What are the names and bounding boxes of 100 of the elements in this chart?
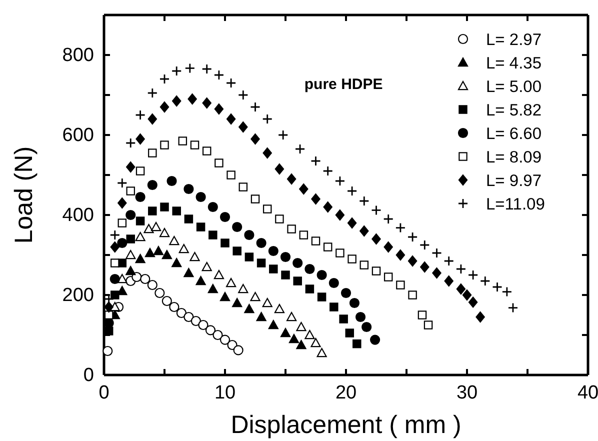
point bbox=[102, 346, 113, 356]
point bbox=[462, 290, 472, 300]
legend-label: L= 6.60 bbox=[486, 125, 542, 143]
y-tick-label: 200 bbox=[62, 285, 94, 306]
point bbox=[233, 345, 244, 356]
point bbox=[299, 230, 308, 240]
point bbox=[262, 114, 273, 124]
annotation: pure HDPE bbox=[304, 76, 383, 93]
point bbox=[125, 138, 136, 148]
point bbox=[256, 258, 266, 268]
point bbox=[287, 224, 296, 234]
y-axis-title: Load (N) bbox=[10, 146, 38, 244]
point bbox=[110, 258, 120, 268]
point bbox=[256, 238, 266, 248]
point bbox=[135, 110, 146, 120]
point bbox=[202, 98, 212, 108]
point bbox=[444, 256, 454, 266]
legend-label: L= 4.35 bbox=[486, 54, 542, 72]
point bbox=[274, 164, 284, 174]
point bbox=[371, 205, 382, 216]
point bbox=[274, 304, 284, 314]
point bbox=[480, 276, 490, 286]
point bbox=[190, 252, 200, 262]
point bbox=[150, 222, 162, 232]
point bbox=[316, 270, 327, 280]
point bbox=[336, 248, 344, 258]
point bbox=[262, 204, 272, 214]
point bbox=[160, 140, 169, 150]
point bbox=[202, 64, 212, 74]
point bbox=[140, 274, 150, 284]
point bbox=[110, 230, 120, 240]
point bbox=[323, 202, 332, 212]
point bbox=[334, 176, 346, 186]
point bbox=[348, 254, 356, 264]
point bbox=[214, 104, 224, 114]
point bbox=[160, 102, 170, 112]
point bbox=[432, 268, 442, 278]
point bbox=[310, 338, 321, 348]
point bbox=[148, 148, 157, 158]
point bbox=[208, 202, 218, 212]
point bbox=[198, 320, 208, 330]
point bbox=[358, 196, 370, 206]
point bbox=[159, 228, 170, 238]
point bbox=[190, 316, 202, 326]
point bbox=[169, 236, 180, 246]
point bbox=[202, 262, 212, 272]
point bbox=[104, 302, 114, 312]
point bbox=[220, 292, 230, 302]
point bbox=[116, 178, 128, 188]
point bbox=[294, 144, 306, 154]
point bbox=[214, 270, 224, 280]
point bbox=[208, 230, 218, 240]
point bbox=[355, 312, 366, 322]
point bbox=[166, 176, 177, 186]
point bbox=[110, 274, 120, 284]
point bbox=[220, 238, 230, 248]
point bbox=[492, 282, 502, 292]
point bbox=[126, 210, 136, 220]
point bbox=[286, 174, 296, 184]
point bbox=[468, 296, 478, 308]
point bbox=[184, 312, 194, 322]
point bbox=[508, 302, 518, 313]
point bbox=[396, 250, 406, 260]
point bbox=[352, 339, 362, 348]
point bbox=[268, 246, 278, 256]
point bbox=[148, 114, 157, 124]
x-axis-title: Displacement ( mm ) bbox=[230, 411, 462, 439]
y-tick-label: 600 bbox=[62, 125, 94, 146]
point bbox=[420, 262, 430, 272]
point bbox=[232, 246, 242, 256]
point bbox=[238, 122, 248, 132]
point bbox=[148, 206, 157, 216]
point bbox=[316, 348, 327, 358]
point bbox=[226, 78, 236, 88]
point bbox=[126, 250, 136, 260]
point bbox=[328, 278, 339, 288]
point bbox=[250, 194, 260, 204]
point bbox=[346, 186, 358, 196]
point bbox=[232, 298, 242, 308]
point bbox=[126, 162, 136, 172]
point bbox=[335, 210, 345, 220]
point bbox=[196, 222, 206, 232]
point bbox=[360, 260, 369, 270]
point bbox=[147, 88, 158, 98]
point bbox=[172, 206, 181, 216]
point bbox=[269, 264, 278, 274]
point bbox=[370, 334, 380, 345]
point bbox=[208, 284, 218, 294]
point bbox=[144, 224, 154, 234]
point bbox=[184, 268, 194, 278]
point bbox=[280, 252, 291, 262]
point bbox=[135, 232, 146, 242]
point bbox=[250, 102, 260, 112]
point bbox=[172, 258, 182, 268]
point bbox=[407, 232, 418, 242]
point bbox=[286, 312, 297, 322]
point bbox=[372, 234, 381, 244]
point bbox=[384, 242, 393, 252]
point bbox=[172, 96, 182, 106]
point bbox=[238, 90, 248, 100]
